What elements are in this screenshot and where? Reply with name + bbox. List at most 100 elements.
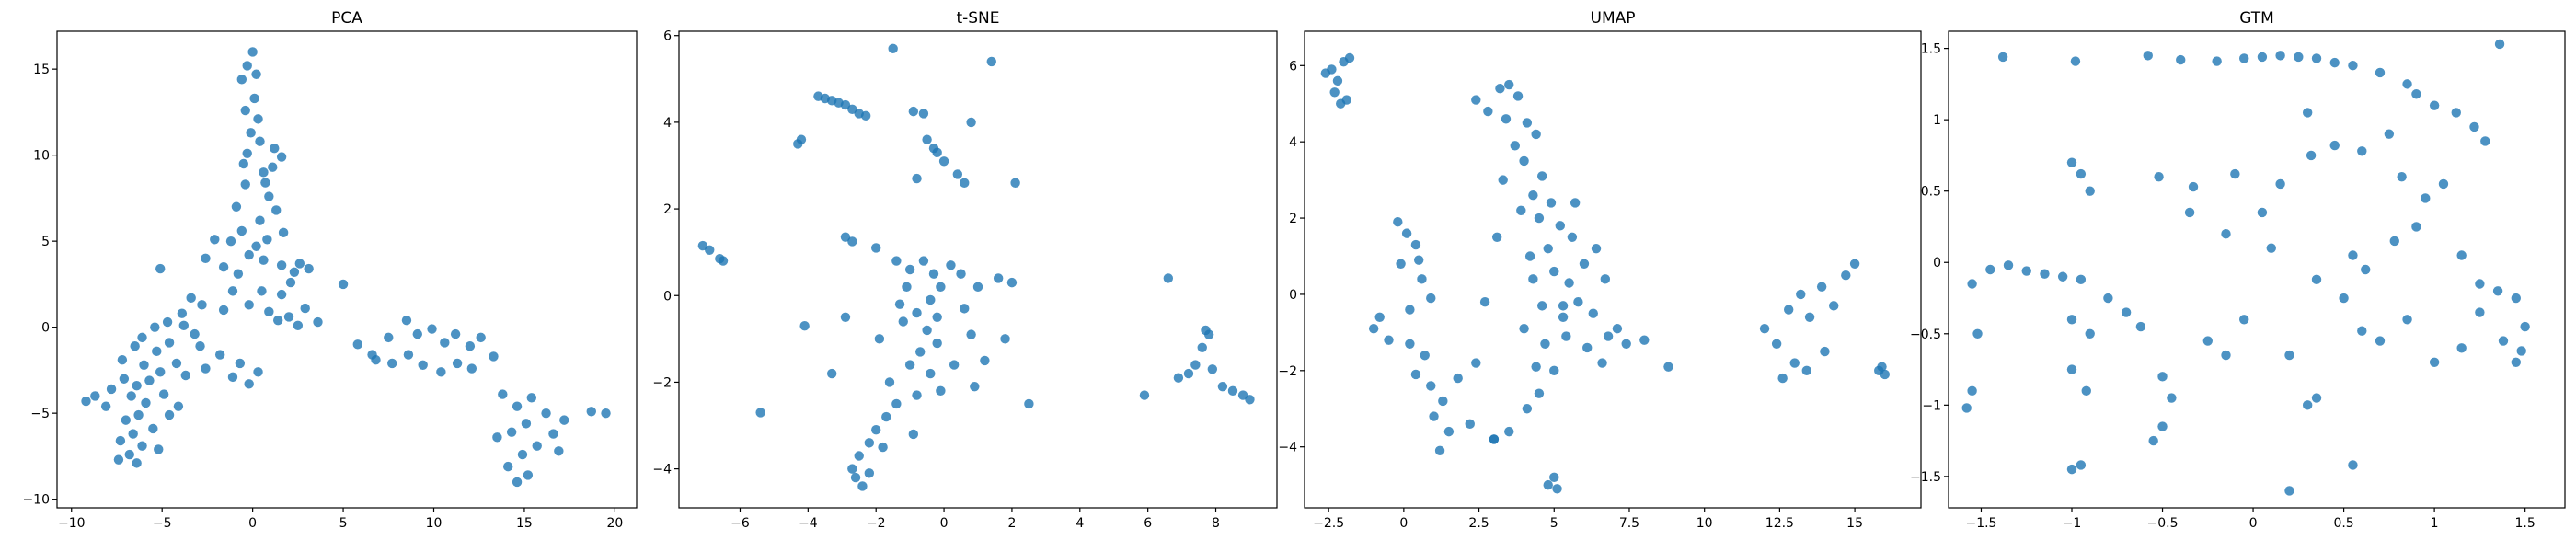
scatter-point	[236, 75, 247, 85]
scatter-point	[1582, 342, 1593, 353]
scatter-point	[2202, 336, 2213, 346]
scatter-point	[1531, 129, 1541, 140]
scatter-point	[240, 179, 250, 190]
scatter-point	[1528, 274, 1538, 284]
scatter-point	[1528, 190, 1538, 201]
scatter-point	[960, 304, 970, 314]
scatter-point	[1163, 273, 1174, 283]
scatter-point	[338, 279, 349, 290]
scatter-point	[2057, 271, 2068, 282]
scatter-point	[1543, 479, 1553, 490]
y-tick-label: 4	[663, 116, 672, 131]
scatter-point	[697, 240, 708, 251]
scatter-point	[271, 205, 282, 215]
panel-gtm: GTM −1.5 −1 −0.5 0 0.5 1 1.5 −1.5 −1 −0.5 0 0.5 1 1.5	[1910, 9, 2566, 531]
scatter-point	[874, 334, 885, 344]
scatter-point	[466, 363, 477, 374]
scatter-point	[1332, 75, 1343, 86]
scatter-point	[1874, 365, 1884, 376]
scatter-point	[1479, 297, 1490, 307]
scatter-point	[1777, 373, 1788, 384]
scatter-point	[384, 332, 394, 343]
scatter-point	[932, 147, 942, 158]
y-tick-label: −5	[30, 407, 50, 421]
scatter-point	[2081, 385, 2091, 397]
scatter-point	[2176, 54, 2186, 65]
scatter-point	[152, 346, 162, 357]
scatter-point	[1663, 362, 1673, 372]
scatter-point	[1512, 91, 1524, 101]
y-tick-label: 0.5	[1921, 185, 1941, 200]
scatter-point	[403, 350, 414, 360]
scatter-point	[928, 269, 939, 279]
scatter-point	[2212, 56, 2222, 66]
scatter-point	[2429, 100, 2440, 110]
scatter-point	[960, 178, 970, 189]
scatter-point	[2516, 346, 2526, 356]
scatter-point	[2021, 266, 2031, 276]
scatter-point	[1549, 266, 1559, 277]
scatter-point	[840, 312, 851, 322]
scatter-point	[1841, 270, 1851, 281]
y-tick-label: −0.5	[1910, 328, 1941, 342]
x-tick-label: −1	[2063, 516, 2082, 531]
scatter-point	[512, 401, 523, 411]
scatter-point	[526, 393, 537, 403]
scatter-point	[2361, 264, 2371, 275]
scatter-point	[1197, 342, 1207, 352]
scatter-point	[304, 263, 314, 274]
scatter-point	[285, 277, 296, 288]
scatter-point	[918, 256, 929, 266]
scatter-point	[1524, 251, 1535, 261]
scatter-point	[115, 435, 126, 446]
scatter-point	[1483, 106, 1493, 117]
scatter-point	[1410, 369, 1421, 380]
scatter-point	[1522, 118, 1533, 128]
scatter-point	[1759, 324, 1770, 334]
scatter-point	[450, 328, 461, 339]
scatter-point	[2492, 286, 2503, 296]
scatter-point	[871, 425, 881, 435]
scatter-point	[1173, 373, 1184, 383]
scatter-point	[1961, 403, 1972, 413]
scatter-point	[141, 397, 151, 408]
scatter-point	[2498, 336, 2509, 346]
scatter-point	[264, 191, 274, 201]
scatter-point	[970, 381, 980, 392]
scatter-point	[1591, 244, 1602, 254]
scatter-point	[2066, 464, 2077, 475]
scatter-point	[132, 458, 142, 468]
scatter-point	[2389, 236, 2399, 247]
scatter-point	[2306, 150, 2317, 161]
scatter-point	[246, 128, 256, 138]
scatter-point	[1552, 484, 1562, 494]
scatter-point	[864, 468, 875, 478]
scatter-point	[1420, 351, 1430, 361]
scatter-point	[1190, 360, 1201, 370]
scatter-point	[2184, 207, 2195, 218]
scatter-point	[100, 401, 111, 411]
x-tick-label: 7.5	[1619, 516, 1639, 531]
y-tick-label: 4	[1289, 135, 1297, 150]
scatter-point	[139, 360, 149, 370]
scatter-point	[847, 104, 857, 114]
scatter-point	[240, 105, 250, 116]
scatter-point	[154, 444, 164, 454]
x-tick-label: −4	[799, 516, 818, 531]
scatter-point	[155, 263, 166, 274]
scatter-point	[2284, 350, 2294, 361]
scatter-point	[387, 358, 397, 369]
scatter-point	[956, 269, 966, 279]
scatter-point	[180, 370, 190, 381]
scatter-point	[489, 351, 499, 362]
scatter-point	[2475, 279, 2485, 289]
scatter-point	[2329, 57, 2340, 68]
scatter-point	[283, 312, 294, 322]
scatter-point	[2143, 51, 2153, 61]
scatter-point	[262, 235, 272, 245]
y-tick-label: −4	[1278, 441, 1297, 455]
scatter-point	[2066, 315, 2077, 325]
scatter-point	[1543, 244, 1553, 254]
scatter-point	[2103, 293, 2113, 304]
y-tick-label: 1.5	[1921, 42, 1941, 57]
